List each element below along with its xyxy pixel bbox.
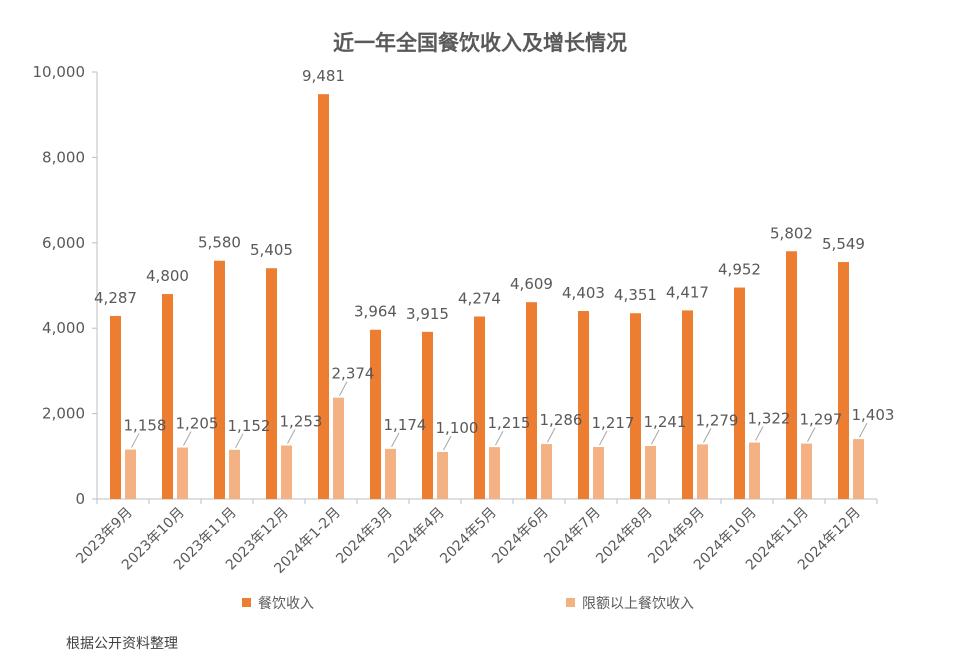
data-label-series-0: 4,403	[562, 284, 605, 302]
leader-line	[651, 429, 660, 445]
bar-series-0	[266, 268, 277, 499]
legend-swatch-series-1	[566, 598, 575, 607]
y-tick-label: 10,000	[33, 63, 86, 81]
data-label-series-1: 1,217	[592, 414, 635, 432]
data-label-series-0: 4,274	[458, 290, 501, 308]
y-tick-label: 0	[75, 490, 85, 508]
bar-series-0	[162, 294, 173, 499]
y-tick-label: 6,000	[42, 234, 85, 252]
bar-series-0	[578, 310, 589, 499]
bar-series-0	[630, 313, 641, 499]
leader-line	[183, 431, 192, 446]
legend-swatch-series-0	[242, 598, 251, 607]
y-tick-label: 4,000	[42, 319, 85, 337]
source-note: 根据公开资料整理	[66, 636, 178, 652]
leader-line	[703, 428, 712, 443]
data-label-series-0: 4,351	[614, 286, 657, 304]
chart-title: 近一年全国餐饮收入及增长情况	[333, 31, 627, 55]
data-label-series-1: 1,215	[488, 414, 531, 432]
leader-line	[599, 430, 608, 446]
chart-legend: 餐饮收入 限额以上餐饮收入	[242, 596, 694, 612]
bar-series-1	[177, 447, 188, 499]
data-label-series-1: 1,174	[384, 416, 427, 434]
data-label-series-1: 1,241	[644, 413, 687, 431]
leader-line	[287, 429, 296, 444]
bar-series-1	[489, 447, 500, 499]
data-label-series-1: 1,403	[852, 406, 895, 424]
bar-series-1	[645, 446, 656, 499]
bar-series-0	[474, 316, 485, 499]
bar-series-0	[682, 310, 693, 499]
bar-series-1	[801, 443, 812, 499]
leader-line	[859, 422, 868, 438]
data-label-series-1: 1,297	[800, 411, 843, 429]
data-label-series-1: 2,374	[332, 365, 375, 383]
bar-series-1	[593, 447, 604, 499]
bar-series-1	[437, 452, 448, 499]
data-label-series-1: 1,205	[176, 415, 219, 433]
leader-line	[235, 433, 244, 449]
bar-series-0	[422, 331, 433, 499]
legend-label-series-1: 限额以上餐饮收入	[582, 596, 694, 612]
leader-line	[807, 427, 816, 442]
bar-series-1	[125, 449, 136, 499]
leader-line	[495, 430, 504, 446]
data-label-series-1: 1,286	[540, 411, 583, 429]
bar-series-1	[749, 442, 760, 499]
bar-series-0	[734, 287, 745, 499]
leader-line	[131, 433, 140, 448]
bar-series-0	[526, 302, 537, 499]
bar-series-0	[318, 94, 329, 499]
data-label-series-0: 9,481	[302, 67, 345, 85]
chart-data-labels: 4,287 1,158 4,800 1,205 5,580 1,152 5,405 1,253…	[94, 67, 895, 451]
leader-line	[755, 426, 764, 441]
bar-series-1	[541, 444, 552, 499]
data-label-series-0: 3,964	[354, 303, 397, 321]
data-label-series-1: 1,152	[228, 417, 271, 435]
legend-label-series-0: 餐饮收入	[258, 596, 314, 612]
data-label-series-0: 5,802	[770, 224, 813, 242]
bar-series-0	[370, 329, 381, 499]
data-label-series-0: 4,800	[146, 267, 189, 285]
leader-line	[547, 427, 556, 443]
data-label-series-0: 3,915	[406, 305, 449, 323]
data-label-series-0: 4,952	[718, 261, 761, 279]
bar-series-1	[229, 449, 240, 499]
data-label-series-1: 1,322	[748, 410, 791, 428]
bar-series-1	[853, 439, 864, 499]
bar-series-1	[333, 397, 344, 499]
chart-bars	[110, 94, 864, 499]
data-label-series-0: 5,549	[822, 235, 865, 253]
bar-series-1	[281, 445, 292, 499]
leader-line	[443, 435, 452, 451]
y-tick-label: 2,000	[42, 405, 85, 423]
leader-line	[391, 432, 400, 448]
data-label-series-0: 5,580	[198, 234, 241, 252]
leader-line	[339, 381, 348, 396]
data-label-series-0: 4,287	[94, 289, 137, 307]
bar-series-0	[110, 315, 121, 499]
chart-axes: 02,0004,0006,0008,00010,0002023年9月2023年1…	[33, 63, 878, 577]
bar-series-0	[838, 262, 849, 499]
data-label-series-0: 4,417	[666, 283, 709, 301]
bar-series-1	[385, 448, 396, 499]
data-label-series-1: 1,100	[436, 419, 479, 437]
data-label-series-1: 1,253	[280, 412, 323, 430]
bar-series-0	[786, 251, 797, 499]
data-label-series-1: 1,158	[124, 417, 167, 435]
bar-series-1	[697, 444, 708, 499]
y-tick-label: 8,000	[42, 148, 85, 166]
data-label-series-0: 5,405	[250, 241, 293, 259]
data-label-series-0: 4,609	[510, 275, 553, 293]
data-label-series-1: 1,279	[696, 411, 739, 429]
bar-series-0	[214, 260, 225, 499]
